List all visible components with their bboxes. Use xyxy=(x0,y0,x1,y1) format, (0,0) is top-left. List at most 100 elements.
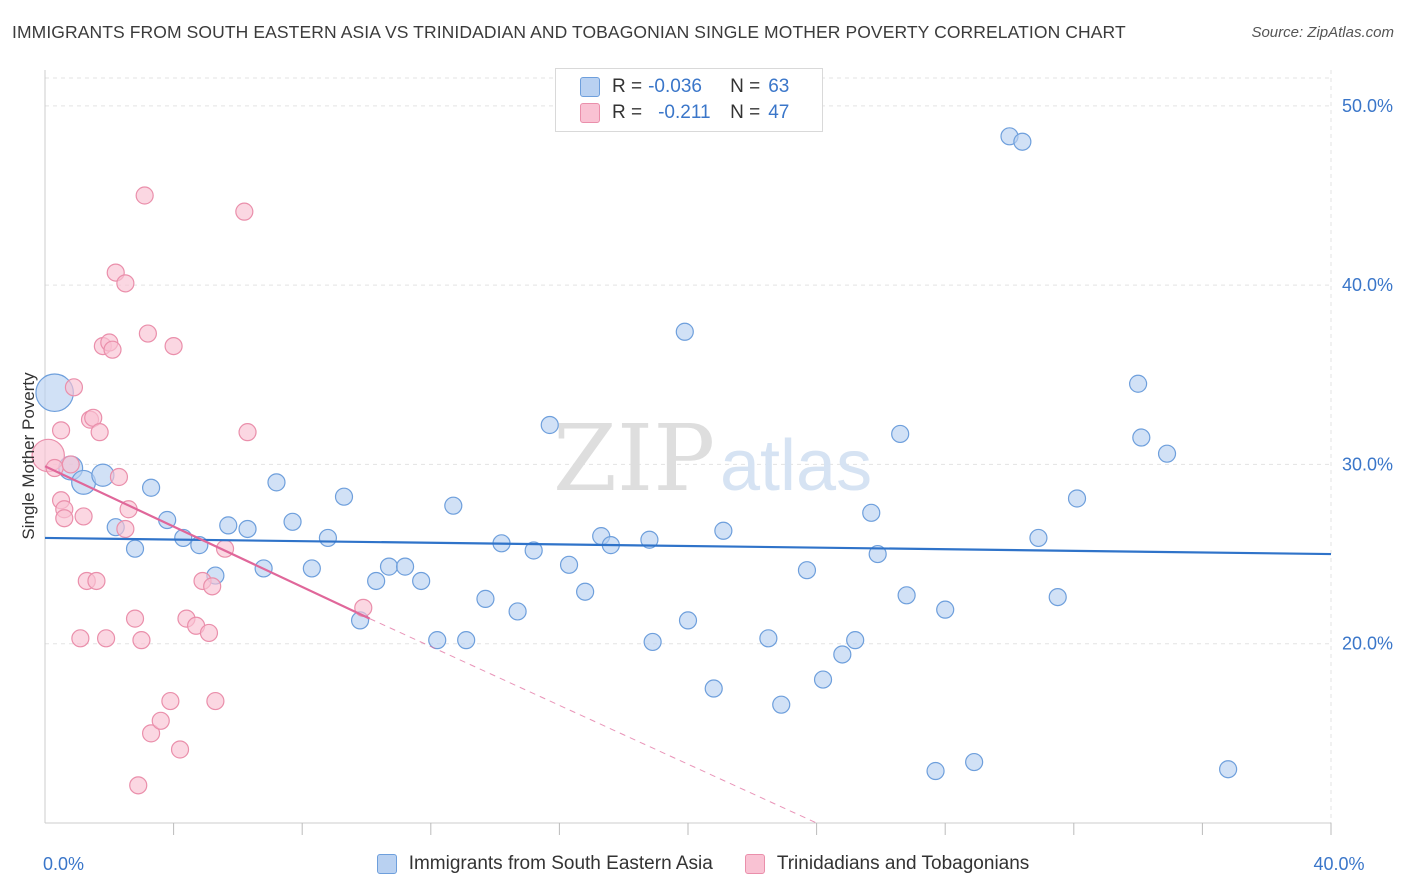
pink-point xyxy=(87,571,106,591)
blue-point xyxy=(1157,444,1177,463)
blue-point xyxy=(576,582,595,601)
blue-point xyxy=(772,695,791,714)
blue-point xyxy=(891,424,910,444)
chart-title: IMMIGRANTS FROM SOUTH EASTERN ASIA VS TR… xyxy=(12,22,1126,42)
pink-point xyxy=(161,691,180,711)
pink-point xyxy=(129,776,148,795)
legend-n-label: N = xyxy=(730,76,761,97)
pink-point xyxy=(238,423,257,442)
blue-point xyxy=(714,521,733,540)
pink-point xyxy=(74,507,93,526)
blue-point xyxy=(862,503,881,522)
trend-lines xyxy=(44,465,1332,824)
blue-point xyxy=(965,752,984,772)
series-swatch-blue xyxy=(376,854,397,874)
blue-point xyxy=(334,487,354,506)
blue-point xyxy=(704,679,723,698)
correlation-legend: R = -0.036 N = 63 R = -0.211 N = 47 xyxy=(555,68,823,132)
blue-point xyxy=(868,544,887,564)
legend-r-label: R = xyxy=(612,76,643,97)
pink-point xyxy=(141,724,161,743)
blue-point xyxy=(125,539,145,558)
y-tick-label: 20.0% xyxy=(1342,634,1393,654)
x-tick-label: 40.0% xyxy=(1313,854,1364,874)
pink-point xyxy=(203,577,222,596)
blue-point xyxy=(643,632,662,652)
blue-point xyxy=(412,571,431,591)
blue-point xyxy=(846,631,865,650)
pink-point xyxy=(116,274,135,293)
x-tick-label: 0.0% xyxy=(43,854,84,874)
legend-swatch-blue xyxy=(580,77,600,97)
y-tick-label: 50.0% xyxy=(1342,96,1393,116)
blue-point xyxy=(1048,587,1067,607)
series-legend-blue: Immigrants from South Eastern Asia xyxy=(376,853,713,875)
legend-r-label: R = xyxy=(612,102,643,123)
legend-swatch-pink xyxy=(580,103,600,123)
pink-point xyxy=(125,609,145,628)
pink-point xyxy=(64,378,84,397)
blue-point xyxy=(640,530,659,549)
blue-point xyxy=(524,541,543,560)
series-label-pink: Trinidadians and Tobagonians xyxy=(776,853,1030,874)
pink-point xyxy=(61,455,80,474)
blue-point xyxy=(476,589,495,608)
pink-point xyxy=(96,629,116,648)
blue-point xyxy=(540,415,559,435)
pink-point xyxy=(151,711,170,730)
watermark: ZIP atlas xyxy=(553,405,872,512)
pink-point xyxy=(51,421,71,440)
pink-point xyxy=(109,467,129,487)
pink-point xyxy=(116,519,135,539)
y-axis-label: Single Mother Poverty xyxy=(19,372,38,540)
blue-point xyxy=(1128,374,1148,393)
blue-point xyxy=(759,629,778,648)
blue-point xyxy=(219,516,238,535)
pink-point xyxy=(164,337,183,356)
pink-point xyxy=(170,740,190,759)
pink-point xyxy=(199,623,219,643)
pink-point xyxy=(138,324,157,343)
blue-point xyxy=(395,557,415,576)
blue-point xyxy=(678,611,698,630)
legend-row-pink: R = -0.211 N = 47 xyxy=(580,100,789,126)
blue-point xyxy=(559,555,579,574)
series-legend-pink: Trinidadians and Tobagonians xyxy=(744,853,1030,875)
pink-point xyxy=(132,631,151,650)
pink-point xyxy=(135,186,154,205)
blue-point xyxy=(833,645,852,664)
blue-point xyxy=(675,322,694,341)
blue-point xyxy=(1132,428,1151,447)
blue-point xyxy=(1219,760,1238,779)
y-tick-label: 30.0% xyxy=(1342,454,1393,474)
axes: 20.0% 30.0% 40.0% 50.0% 0.0% 40.0% xyxy=(43,70,1393,874)
pink-point xyxy=(103,340,122,359)
blue-point xyxy=(813,670,833,689)
pink-point xyxy=(71,629,90,648)
series-legend: Immigrants from South Eastern Asia Trini… xyxy=(0,850,1406,878)
legend-r-value: -0.036 xyxy=(648,76,702,97)
blue-point xyxy=(457,631,476,650)
blue-point xyxy=(897,586,916,605)
watermark-zip: ZIP xyxy=(553,405,715,512)
blue-point xyxy=(1013,132,1032,151)
watermark-atlas: atlas xyxy=(720,426,872,506)
blue-trend-line xyxy=(44,536,1332,556)
blue-point xyxy=(936,600,955,619)
blue-point xyxy=(283,512,302,531)
pink-trend-extension xyxy=(369,618,817,824)
legend-n-label: N = xyxy=(730,102,761,123)
chart-source: Source: ZipAtlas.com xyxy=(1251,24,1394,41)
blue-point xyxy=(238,519,257,539)
pink-trend-line xyxy=(44,465,371,620)
blue-point xyxy=(379,557,399,576)
pink-point xyxy=(206,691,225,711)
legend-n-value: 63 xyxy=(768,76,790,97)
pink-point xyxy=(55,509,74,528)
y-tick-label: 40.0% xyxy=(1342,275,1393,295)
data-points xyxy=(31,127,1238,795)
series-label-blue: Immigrants from South Eastern Asia xyxy=(408,853,713,874)
blue-point xyxy=(797,561,817,580)
legend-n-value: 47 xyxy=(768,102,790,123)
blue-point xyxy=(141,478,161,497)
